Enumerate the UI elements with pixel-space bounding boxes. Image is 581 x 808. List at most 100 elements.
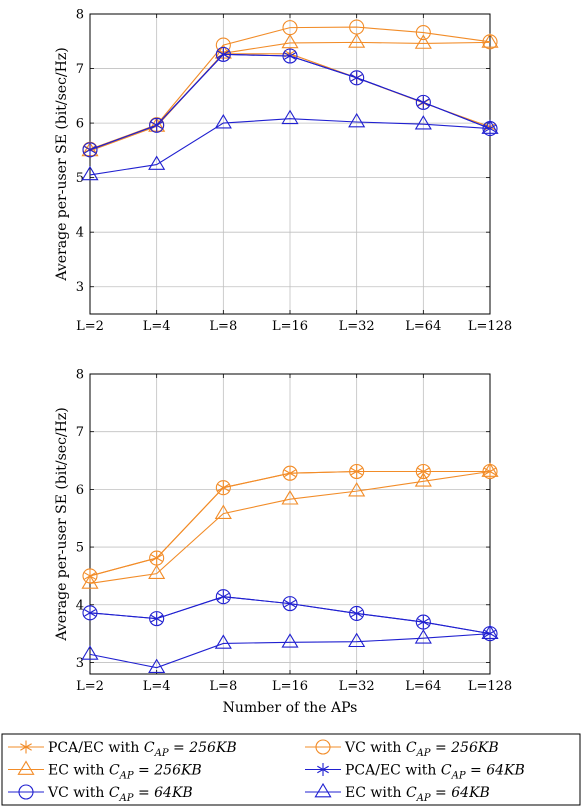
data-point	[414, 629, 432, 644]
legend-marker	[315, 739, 331, 755]
legend: PCA/EC with CAP = 256KB VC with CAP = 256…	[1, 733, 581, 806]
data-point	[149, 117, 165, 133]
data-point	[81, 645, 99, 660]
data-point	[281, 633, 299, 648]
legend-label: VC with CAP = 256KB	[344, 740, 499, 759]
legend-box	[1, 733, 581, 806]
series-5	[81, 624, 499, 674]
data-point	[349, 70, 365, 86]
y-tick-label: 7	[76, 425, 84, 440]
data-point	[148, 658, 166, 674]
data-point	[349, 463, 365, 480]
data-point	[282, 596, 298, 612]
data-point	[414, 115, 432, 130]
data-point	[214, 504, 232, 519]
data-point	[148, 155, 166, 170]
x-axis-label: Number of the APs	[223, 700, 358, 716]
data-point	[414, 34, 432, 49]
series-line	[89, 633, 491, 669]
x-tick-label: L=16	[272, 319, 308, 334]
legend-label: VC with CAP = 64KB	[47, 785, 193, 804]
data-point	[81, 165, 99, 181]
data-point	[281, 33, 299, 49]
x-tick-label: L=64	[405, 679, 441, 694]
chart-top: L=2 L=4 L=8 L=16 L=32 L=64 L=128 3 4 5 6 7 8 Average …	[54, 8, 512, 335]
y-tick-label: 7	[76, 62, 84, 77]
data-point	[348, 632, 366, 648]
data-point	[481, 462, 499, 477]
data-point	[215, 480, 231, 496]
data-point	[415, 24, 431, 41]
y-tick-label: 5	[76, 541, 84, 556]
data-point	[149, 611, 165, 627]
legend-label: EC with CAP = 256KB	[48, 763, 202, 782]
x-tick-label: L=8	[209, 319, 237, 334]
legend-label: PCA/EC with CAP = 64KB	[345, 763, 525, 782]
y-tick-label: 3	[76, 280, 84, 295]
data-point	[349, 605, 365, 621]
legend-marker	[314, 782, 332, 798]
y-axis-label: Average per-user SE (bit/sec/Hz)	[54, 407, 70, 641]
data-point	[82, 142, 98, 158]
y-tick-label: 8	[76, 368, 84, 383]
data-point	[215, 589, 231, 605]
y-tick-label: 6	[76, 117, 84, 132]
legend-marker	[18, 784, 34, 800]
legend-item: VC with CAP = 64KB	[8, 784, 193, 804]
y-tick-label: 4	[76, 598, 84, 613]
series-line	[89, 118, 491, 176]
data-point	[282, 465, 298, 481]
data-point	[214, 114, 232, 129]
data-point	[348, 112, 366, 128]
chart-bottom: L=2 L=4 L=8 L=16 L=32 L=64 L=128 3 4 5 6 7 8 Average …	[54, 368, 512, 717]
legend-label: PCA/EC with CAP = 256KB	[48, 740, 237, 759]
data-point	[415, 463, 431, 480]
legend-marker	[20, 740, 32, 754]
data-point	[81, 574, 99, 589]
data-point	[481, 33, 499, 48]
data-point	[415, 614, 431, 630]
data-point	[148, 564, 166, 579]
y-axis-label: Average per-user SE (bit/sec/Hz)	[54, 47, 70, 281]
series-2	[81, 462, 499, 589]
legend-item: EC with CAP = 64KB	[305, 782, 490, 804]
data-point	[415, 94, 431, 110]
x-tick-label: L=2	[76, 679, 104, 694]
data-point	[348, 482, 366, 497]
legend-item: VC with CAP = 256KB	[305, 739, 499, 759]
data-point	[481, 119, 499, 134]
data-point	[414, 472, 432, 487]
legend-item: PCA/EC with CAP = 256KB	[8, 740, 237, 759]
data-point	[215, 46, 231, 62]
x-tick-label: L=64	[405, 319, 441, 334]
y-tick-label: 4	[76, 226, 84, 241]
series-line	[89, 53, 491, 151]
legend-label: EC with CAP = 64KB	[345, 785, 490, 804]
y-tick-label: 8	[76, 8, 84, 23]
legend-item: EC with CAP = 256KB	[8, 760, 202, 782]
data-point	[281, 490, 299, 505]
y-tick-label: 6	[76, 483, 84, 498]
y-tick-label: 3	[76, 656, 84, 671]
x-tick-label: L=32	[339, 319, 375, 334]
data-point	[348, 33, 366, 48]
x-tick-label: L=4	[143, 679, 171, 694]
y-tick-label: 5	[76, 171, 84, 186]
series-line	[89, 470, 490, 577]
x-tick-label: L=32	[339, 679, 375, 694]
data-point	[214, 634, 232, 649]
legend-item: PCA/EC with CAP = 64KB	[305, 763, 525, 782]
data-point	[281, 109, 299, 125]
series-line	[89, 596, 491, 635]
x-tick-label: L=2	[76, 319, 104, 334]
x-tick-label: L=4	[143, 319, 171, 334]
data-point	[82, 605, 98, 621]
x-tick-label: L=128	[468, 319, 512, 334]
legend-marker	[317, 763, 329, 776]
series-4	[82, 46, 498, 158]
data-point	[282, 48, 298, 64]
x-tick-label: L=128	[468, 679, 512, 694]
series-5	[81, 109, 499, 181]
series-line	[89, 470, 491, 584]
